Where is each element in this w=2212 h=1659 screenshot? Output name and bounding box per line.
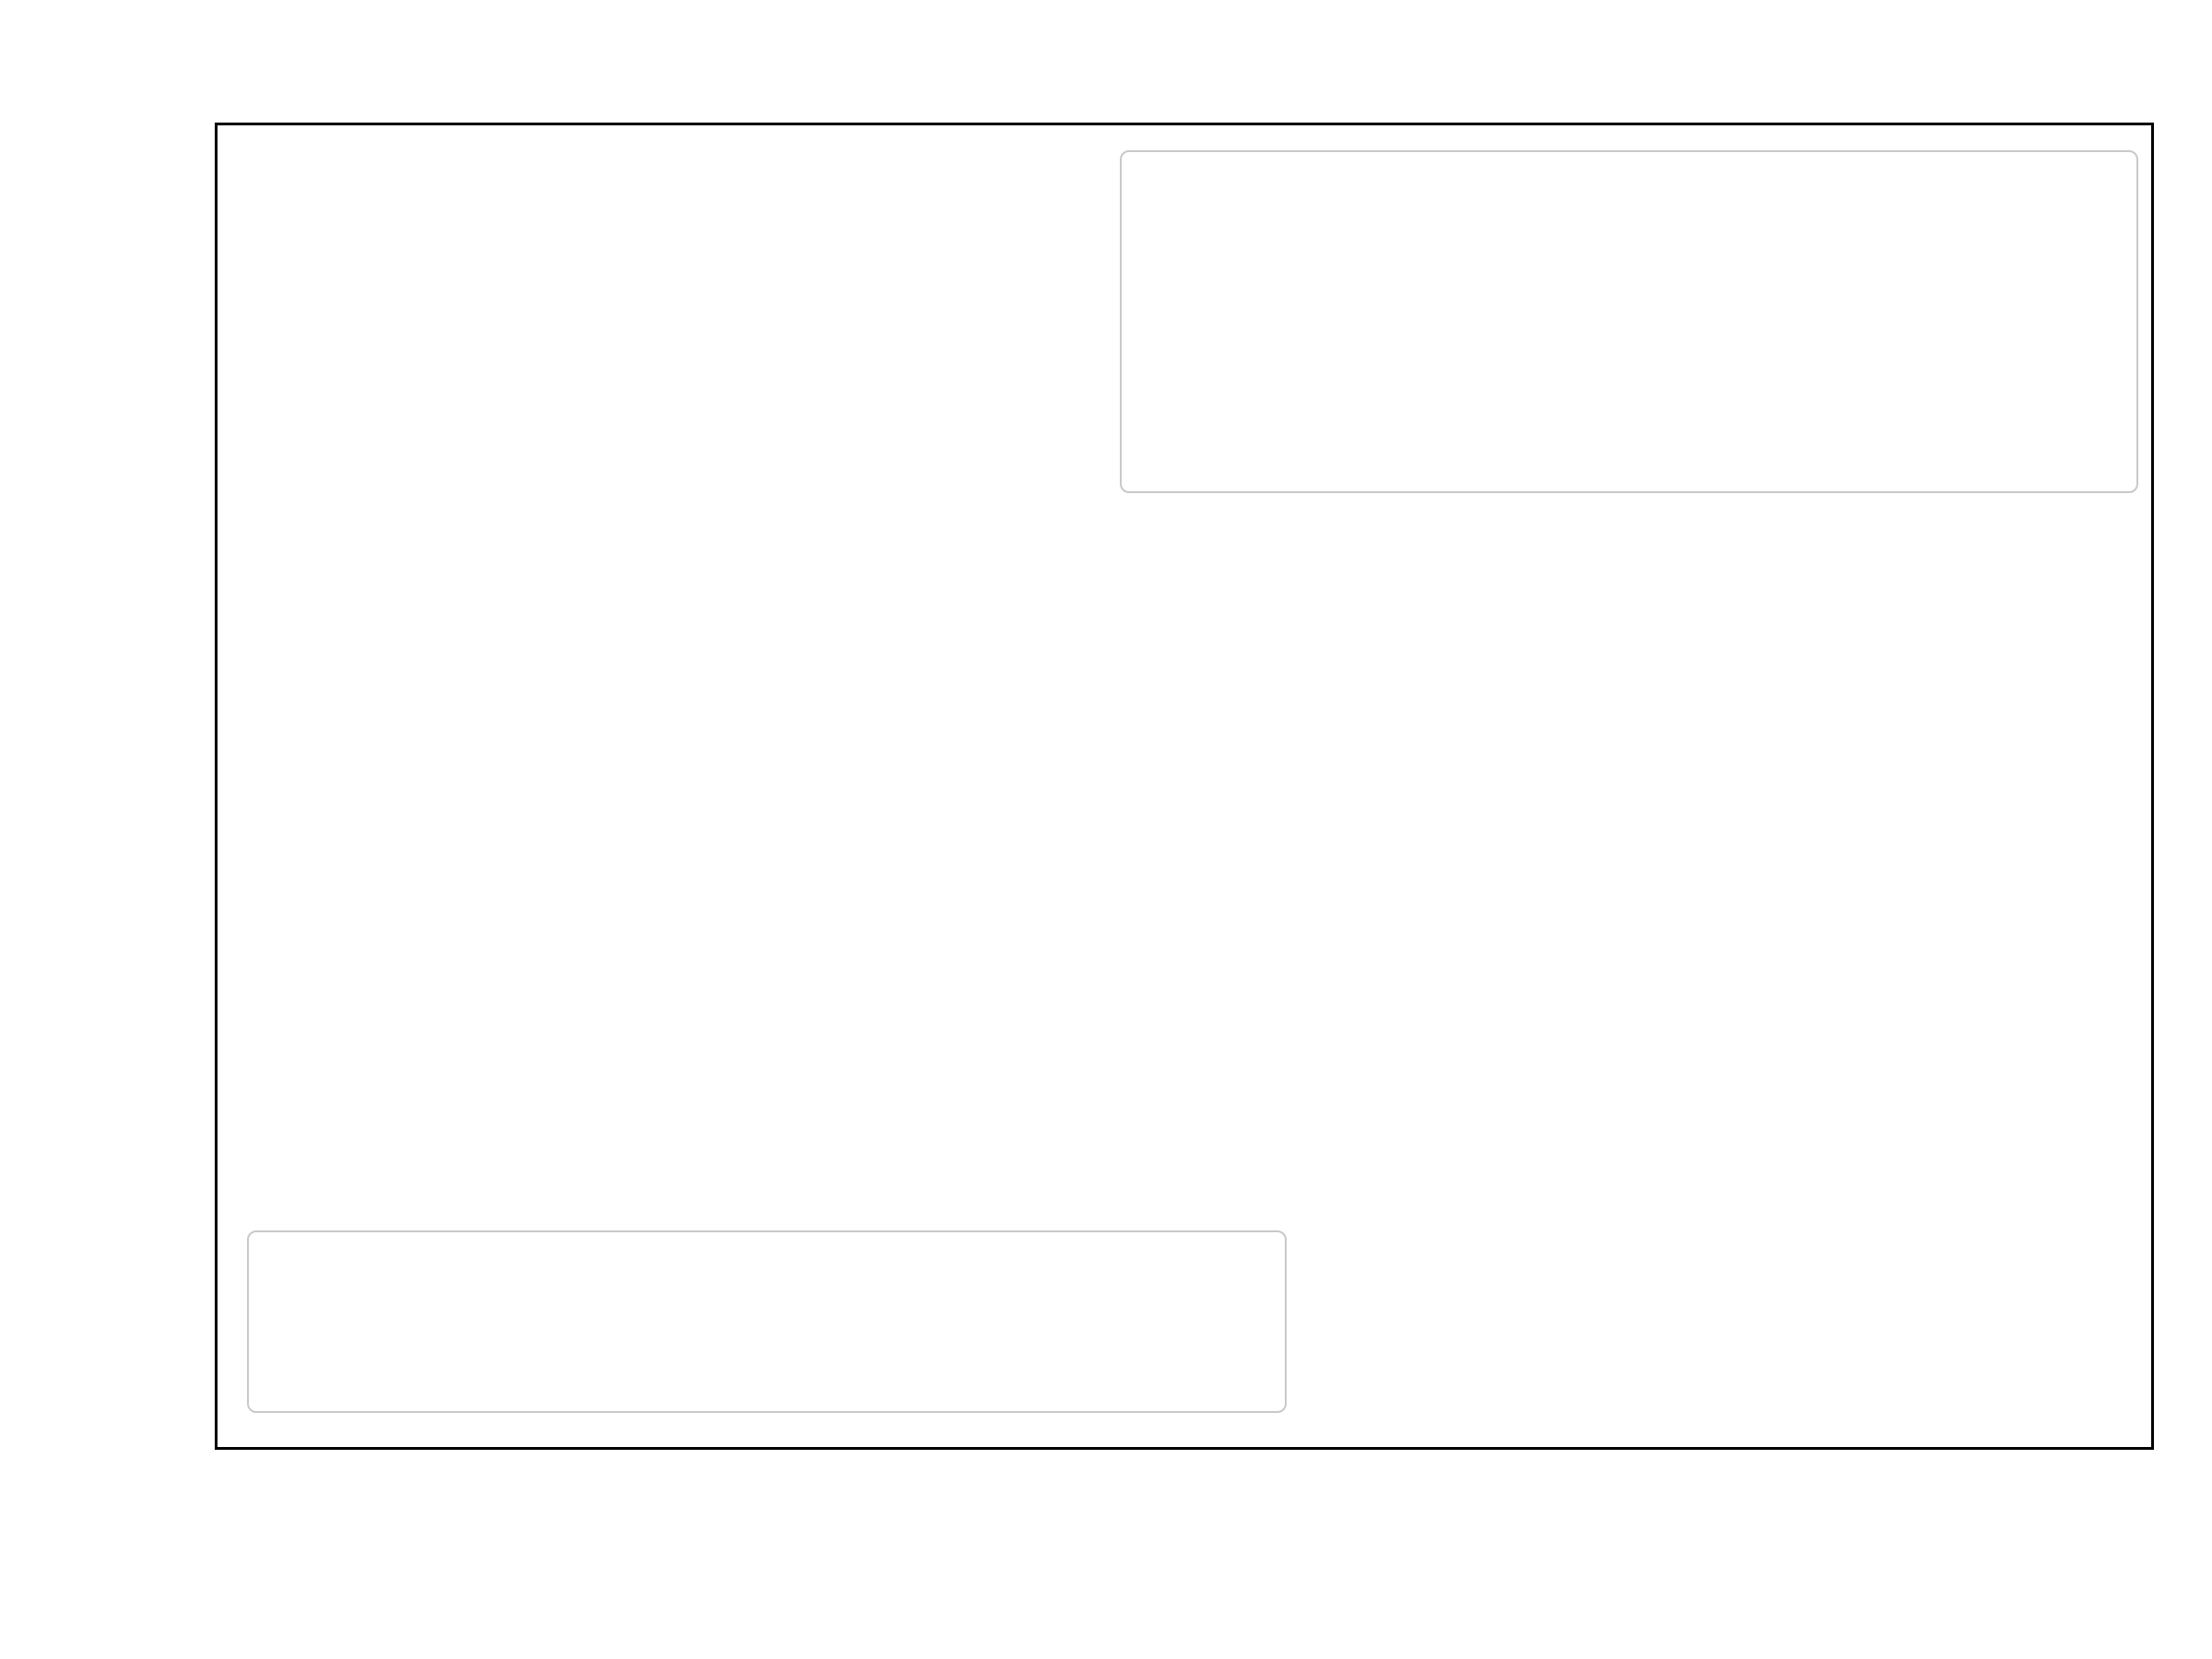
fit-legend[interactable] [247,1230,1287,1413]
series-legend[interactable] [1120,150,2138,493]
